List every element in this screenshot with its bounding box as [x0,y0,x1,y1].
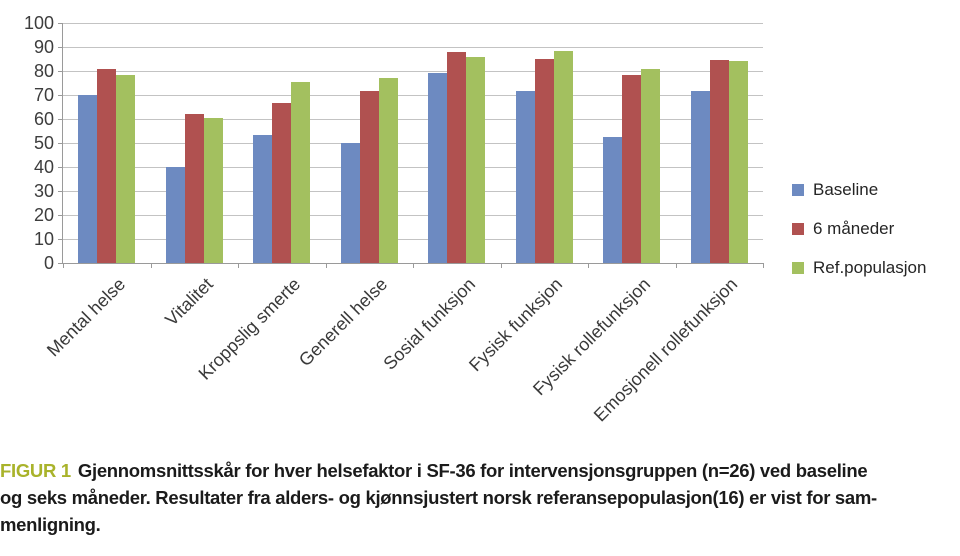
bar-6-m-neder-fysisk-rollefunksjon [622,74,642,263]
x-axis-tick [676,263,677,268]
figure-label: FIGUR 1 [0,460,71,481]
x-axis-label-generell-helse: Generell helse [295,274,392,371]
legend-label: Ref.populasjon [813,258,927,277]
bar-6-m-neder-emosjonell-rollefunksjon [709,60,729,263]
y-axis-tick [58,215,63,216]
x-axis-label-mental-helse: Mental helse [42,274,129,361]
x-axis-labels: Mental helse Vitalitet Kroppslig smerte Gen… [43,274,762,444]
bar-baseline-mental-helse [78,95,98,263]
bar-ref-populasjon-vitalitet [203,117,223,263]
x-axis-tick [501,263,502,268]
y-axis-tick [58,263,63,264]
legend-label: 6 måneder [813,219,895,238]
gridline [63,239,763,240]
y-axis-tick [58,191,63,192]
x-axis-tick [413,263,414,268]
legend: Baseline 6 måneder Ref.populasjon [792,178,926,295]
y-axis-label: 40 [33,157,54,177]
y-axis-label: 70 [33,85,54,105]
x-axis-label-sosial-funksjon: Sosial funksjon [379,274,479,374]
bar-6-m-neder-kroppslig-smerte [272,103,292,263]
bar-baseline-fysisk-funksjon [515,91,535,263]
gridline [63,47,763,48]
y-axis-label: 10 [33,229,54,249]
x-axis-tick [326,263,327,268]
gridline [63,71,763,72]
legend-item-6-m-neder: 6 måneder [792,217,926,241]
legend-item-ref-populasjon: Ref.populasjon [792,256,926,280]
gridline [63,143,763,144]
legend-swatch-icon [792,184,804,196]
bar-ref-populasjon-fysisk-rollefunksjon [641,68,661,263]
y-axis-tick [58,47,63,48]
y-axis-label: 0 [43,253,54,273]
gridline [63,23,763,24]
x-axis-tick [238,263,239,268]
bar-baseline-emosjonell-rollefunksjon [690,91,710,263]
x-axis-label-emosjonell-rollefunksjon: Emosjonell rollefunksjon [589,274,742,426]
gridline [63,119,763,120]
caption-line-2: og seks måneder. Resultater fra alders- … [0,487,877,508]
x-axis-label-vitalitet: Vitalitet [160,274,217,330]
bar-6-m-neder-mental-helse [97,68,117,263]
y-axis-label: 100 [23,13,54,33]
y-axis-tick [58,71,63,72]
y-axis-tick [58,119,63,120]
bar-baseline-kroppslig-smerte [253,134,273,263]
y-axis-tick [58,95,63,96]
bar-ref-populasjon-sosial-funksjon [466,56,486,263]
gridline [63,95,763,96]
bar-baseline-fysisk-rollefunksjon [603,137,623,263]
bar-baseline-sosial-funksjon [428,73,448,263]
y-axis-label: 90 [33,37,54,57]
x-axis-tick [151,263,152,268]
x-axis-tick [588,263,589,268]
gridline [63,191,763,192]
y-axis-tick [58,239,63,240]
bar-baseline-vitalitet [165,167,185,263]
y-axis-tick [58,167,63,168]
bar-6-m-neder-sosial-funksjon [447,51,467,263]
y-axis-label: 50 [33,133,54,153]
plot-area [58,23,764,268]
legend-item-baseline: Baseline [792,178,926,202]
y-axis-label: 30 [33,181,54,201]
y-axis-tick [58,23,63,24]
y-axis-tick [58,143,63,144]
bar-ref-populasjon-mental-helse [116,74,136,263]
y-axis-label: 60 [33,109,54,129]
legend-swatch-icon [792,262,804,274]
bar-ref-populasjon-generell-helse [378,78,398,263]
bar-chart: 0 10 20 30 40 50 60 70 80 90 100 Mental helse Vital… [23,13,926,444]
caption-text: Gjennomsnittsskår for hver helsefaktor i… [77,460,868,481]
bar-6-m-neder-generell-helse [359,91,379,263]
bar-ref-populasjon-kroppslig-smerte [291,81,311,263]
bar-6-m-neder-vitalitet [184,114,204,263]
bar-baseline-generell-helse [340,143,360,263]
bar-ref-populasjon-emosjonell-rollefunksjon [728,61,748,263]
y-axis-label: 80 [33,61,54,81]
gridline [63,167,763,168]
bar-6-m-neder-fysisk-funksjon [534,59,554,263]
legend-label: Baseline [813,180,879,199]
caption-line-1: FIGUR 1 Gjennomsnittsskår for hver helsef… [0,457,958,484]
legend-swatch-icon [792,223,804,235]
figure-caption: FIGUR 1 Gjennomsnittsskår for hver helsef… [0,457,958,538]
caption-line-3: menligning. [0,514,101,535]
x-axis-tick [63,263,64,268]
bar-ref-populasjon-fysisk-funksjon [553,50,573,263]
gridline [63,215,763,216]
x-axis-tick [763,263,764,268]
y-axis-label: 20 [33,205,54,225]
